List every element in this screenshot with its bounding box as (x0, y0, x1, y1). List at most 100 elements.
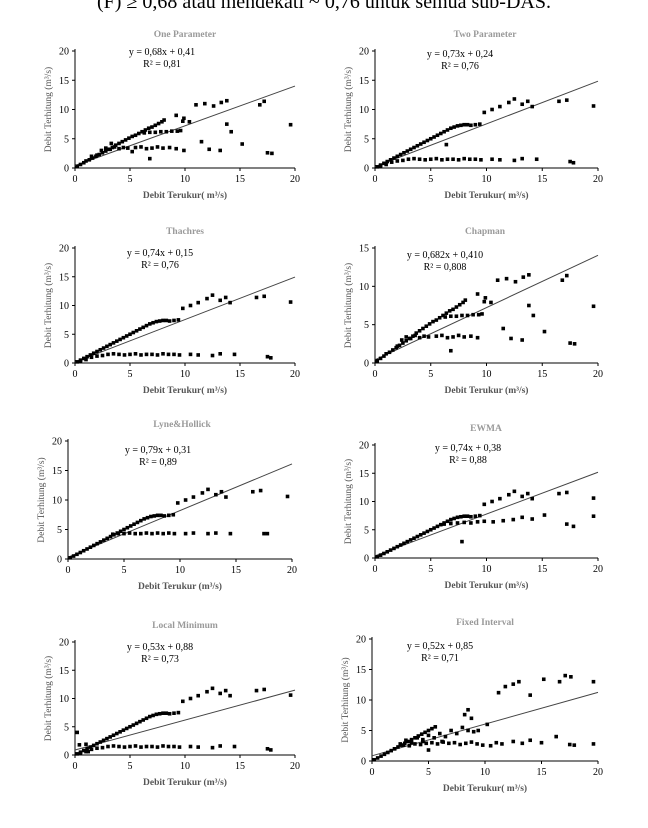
data-point (389, 748, 394, 753)
x-tick-label: 5 (122, 565, 127, 576)
data-point (206, 531, 210, 536)
data-point (382, 551, 386, 556)
data-point (124, 334, 129, 338)
data-point (445, 519, 450, 524)
data-point (419, 732, 424, 736)
data-point (466, 707, 470, 712)
data-point (455, 124, 460, 128)
data-point (214, 531, 218, 535)
data-point (438, 131, 443, 136)
chart-title: Two Parameter (454, 30, 518, 40)
data-point (431, 319, 435, 324)
x-tick-label: 15 (235, 369, 245, 380)
data-point (382, 161, 386, 166)
data-point (132, 522, 136, 526)
data-point (78, 550, 83, 555)
data-point (482, 519, 487, 524)
data-point (527, 273, 531, 277)
data-point (118, 337, 122, 342)
data-point (384, 162, 388, 167)
data-point (375, 165, 380, 169)
data-point (133, 145, 138, 150)
x-tick-label: 10 (482, 369, 492, 380)
data-point (469, 521, 473, 525)
data-point (451, 157, 455, 162)
data-point (395, 154, 400, 159)
data-point (181, 119, 185, 123)
data-point (108, 147, 112, 152)
x-tick-label: 10 (482, 564, 492, 575)
data-point (174, 113, 178, 118)
data-point (75, 360, 79, 364)
data-point (456, 158, 461, 162)
data-point (530, 496, 535, 501)
x-tick-label: 20 (290, 174, 300, 185)
data-point (375, 756, 380, 760)
data-point (407, 743, 412, 748)
data-point (68, 556, 73, 560)
data-point (78, 359, 83, 364)
data-point (108, 342, 112, 347)
data-point (124, 726, 129, 731)
data-point (442, 522, 446, 526)
data-point (127, 136, 131, 140)
data-point (164, 711, 169, 715)
data-point (444, 142, 449, 147)
y-tick-label: 5 (364, 525, 369, 536)
data-point (564, 490, 569, 495)
data-point (475, 520, 480, 524)
x-tick-label: 10 (180, 174, 190, 185)
data-point (449, 517, 453, 522)
trend-line (374, 254, 599, 361)
data-point (485, 722, 490, 727)
data-point (462, 520, 466, 525)
data-point (412, 156, 416, 161)
data-point (142, 517, 146, 521)
data-point (152, 514, 157, 518)
data-point (84, 159, 88, 163)
data-point (416, 734, 421, 738)
data-point (401, 341, 405, 345)
data-point (378, 164, 383, 169)
data-point (386, 750, 390, 755)
data-point (512, 158, 517, 163)
data-point (122, 745, 127, 749)
data-point (196, 353, 200, 357)
data-point (425, 529, 430, 534)
data-point (87, 158, 92, 162)
x-axis-label: Debit Terukur (m³/s) (138, 581, 222, 592)
data-point (591, 304, 596, 309)
data-point (408, 538, 413, 542)
data-point (475, 335, 480, 340)
data-point (404, 338, 409, 343)
data-point (133, 133, 138, 138)
data-point (465, 122, 470, 127)
data-point (591, 496, 596, 500)
data-point (187, 119, 192, 124)
data-point (262, 531, 266, 536)
data-point (118, 730, 122, 734)
data-point (144, 716, 149, 721)
data-point (225, 98, 229, 103)
data-point (138, 327, 142, 331)
data-point (199, 139, 204, 144)
data-point (164, 318, 169, 323)
data-point (140, 129, 144, 134)
y-tick-label: 5 (64, 722, 69, 733)
data-point (404, 738, 408, 743)
data-point (440, 158, 444, 162)
data-point (454, 305, 459, 309)
data-point (269, 748, 273, 752)
y-tick-label: 15 (359, 469, 369, 480)
data-point (91, 351, 96, 356)
chart-title: Chapman (465, 227, 506, 237)
data-point (218, 352, 222, 356)
data-point (560, 278, 565, 282)
data-point (455, 521, 460, 525)
y-tick-label: 10 (356, 696, 366, 707)
data-point (521, 275, 526, 279)
data-point (473, 514, 478, 518)
data-point (149, 514, 153, 519)
data-point (151, 713, 155, 718)
data-point (387, 350, 392, 355)
